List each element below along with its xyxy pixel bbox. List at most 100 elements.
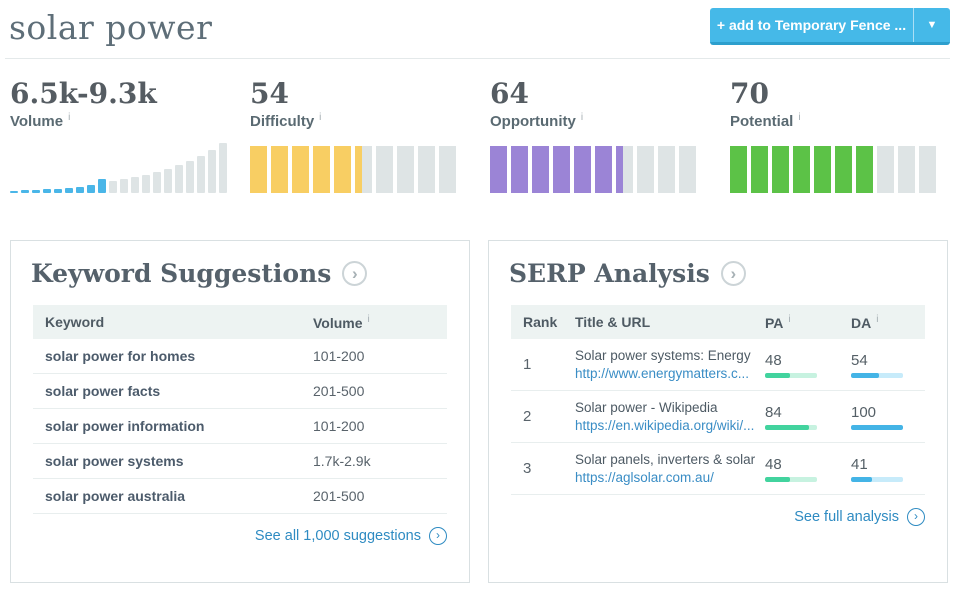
info-icon[interactable]: i [798, 112, 801, 124]
pa-bar-fill [765, 372, 790, 378]
opportunity-label: Opportunity i [490, 112, 584, 131]
meter-segment [730, 146, 747, 194]
keyword-link[interactable]: solar power systems [45, 453, 184, 469]
see-all-suggestions-link[interactable]: See all 1,000 suggestions [254, 528, 421, 544]
opportunity-meter [490, 146, 715, 194]
meter-segment [271, 146, 288, 194]
meter-segment-fill [490, 146, 507, 194]
meter-segment [616, 146, 633, 194]
meter-segment-fill [856, 146, 873, 194]
meter-segment [877, 146, 894, 194]
da-value: 54 [851, 351, 868, 369]
meter-segment-fill [553, 146, 570, 194]
serp-result-url[interactable]: https://aglsolar.com.au/ [575, 470, 714, 485]
pa-value: 84 [765, 403, 782, 421]
opportunity-value: 64 [490, 77, 529, 110]
potential-label: Potential i [730, 112, 801, 131]
serp-result-url[interactable]: http://www.energymatters.c... [575, 366, 750, 381]
pa-bar [765, 424, 817, 430]
keyword-volume: 101-200 [313, 348, 365, 364]
meter-segment [751, 146, 768, 194]
meter-segment-fill [511, 146, 528, 194]
volume-bar [21, 190, 29, 194]
meter-segment [856, 146, 873, 194]
keyword-link[interactable]: solar power facts [45, 383, 161, 399]
info-icon[interactable]: i [367, 313, 370, 325]
volume-bar [109, 181, 117, 194]
keyword-link[interactable]: solar power information [45, 418, 205, 434]
info-icon[interactable]: i [788, 313, 791, 325]
serp-result-title: Solar power - Wikipedia [575, 400, 718, 415]
meter-segment-fill [334, 146, 351, 194]
meter-segment [793, 146, 810, 194]
see-all-suggestions-arrow-icon[interactable]: › [429, 527, 447, 545]
volume-bar [208, 150, 216, 194]
volume-bar [131, 177, 139, 194]
serp-title-url: Solar power systems: Energy ... http://ww… [575, 348, 765, 381]
meter-segment [595, 146, 612, 194]
caret-down-icon: ▼ [926, 19, 938, 31]
pa: 48 [765, 456, 851, 482]
add-to-list-dropdown[interactable]: ▼ [913, 8, 950, 42]
volume-bar [153, 172, 161, 194]
see-full-analysis-arrow-icon[interactable]: › [907, 508, 925, 526]
meter-segment [334, 146, 351, 194]
meter-segment [376, 146, 393, 194]
meter-segment-fill [814, 146, 831, 194]
serp-analysis-arrow-icon[interactable]: › [720, 261, 746, 286]
table-row: solar power facts 201-500 [33, 374, 447, 409]
keyword-link[interactable]: solar power australia [45, 488, 186, 504]
serp-title-url: Solar panels, inverters & solar... https:… [575, 452, 765, 485]
keyword-suggestions-arrow-icon[interactable]: › [342, 261, 368, 286]
meter-segment [679, 146, 696, 194]
serp-table: Rank Title & URL PA i DA i 1 Solar power sy… [511, 305, 925, 495]
pa-value: 48 [765, 351, 782, 369]
da-bar-fill [851, 372, 880, 378]
info-icon[interactable]: i [68, 112, 71, 124]
meter-segment [250, 146, 267, 194]
keyword-link[interactable]: solar power for homes [45, 348, 196, 364]
page-title: solar power [9, 8, 213, 47]
meter-segment [898, 146, 915, 194]
pa: 48 [765, 352, 851, 378]
da-value: 41 [851, 455, 868, 473]
da-bar-fill [851, 476, 873, 482]
serp-da-cell: 54 [851, 352, 913, 378]
keyword-suggestions-header: Keyword Suggestions › [31, 259, 449, 288]
meter-segment [439, 146, 456, 194]
meter-segment [919, 146, 936, 194]
page-header: solar power + add to Temporary Fence ...… [5, 0, 950, 59]
meter-segment-fill [793, 146, 810, 194]
see-full-analysis-link[interactable]: See full analysis [794, 509, 899, 525]
meter-segment [397, 146, 414, 194]
meter-segment-fill [271, 146, 288, 194]
volume-bar [197, 156, 205, 194]
volume-bar [54, 189, 62, 194]
volume-value: 6.5k-9.3k [10, 77, 157, 110]
meter-segment [292, 146, 309, 194]
da-column-header: DA i [851, 313, 879, 331]
table-row: solar power australia 201-500 [33, 479, 447, 514]
meter-segment [772, 146, 789, 194]
da-bar [851, 372, 903, 378]
info-icon[interactable]: i [319, 112, 322, 124]
volume-bar [120, 179, 128, 194]
serp-rank: 3 [523, 460, 532, 477]
meter-segment [313, 146, 330, 194]
pa-bar-fill [765, 476, 790, 482]
serp-row: 1 Solar power systems: Energy ... http://w… [511, 339, 925, 391]
meter-segment [814, 146, 831, 194]
meter-segment-fill [835, 146, 852, 194]
meter-segment-fill [730, 146, 747, 194]
serp-result-url[interactable]: https://en.wikipedia.org/wiki/... [575, 418, 755, 433]
pa: 84 [765, 404, 851, 430]
info-icon[interactable]: i [876, 313, 879, 325]
volume-bar [142, 175, 150, 194]
add-to-list-button[interactable]: + add to Temporary Fence ... ▼ [710, 8, 950, 45]
info-icon[interactable]: i [580, 112, 584, 124]
meter-segment-fill [574, 146, 591, 194]
serp-pa-cell: 48 [765, 456, 851, 482]
keyword-volume: 1.7k-2.9k [313, 453, 371, 469]
serp-analysis-title: SERP Analysis [509, 259, 710, 288]
